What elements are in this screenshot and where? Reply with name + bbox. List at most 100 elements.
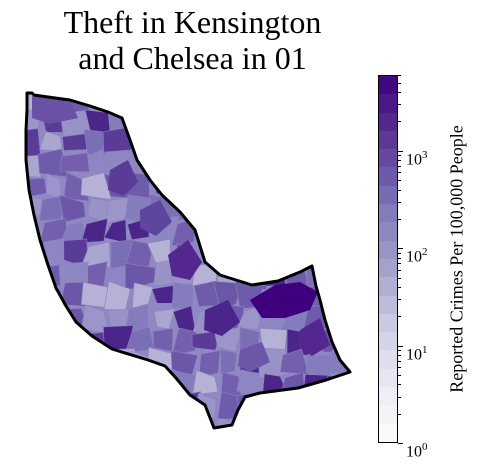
colorbar-minor-tick <box>398 360 401 362</box>
ward-cell <box>279 114 310 132</box>
ward-cell <box>146 414 173 428</box>
ward-cell <box>322 133 350 158</box>
ward-cell <box>193 93 223 114</box>
ward-cell <box>347 324 350 350</box>
ward-cell <box>214 127 239 153</box>
colorbar-major-tick <box>398 345 403 347</box>
colorbar-major-tick <box>398 443 403 444</box>
ward-cell <box>234 93 264 116</box>
ward-cell <box>63 377 87 394</box>
ward-cell <box>149 397 178 420</box>
ward-cell <box>322 391 350 420</box>
colorbar-band <box>379 332 397 351</box>
map-title: Theft in Kensington and Chelsea in 01 <box>0 4 385 76</box>
colorbar-band <box>379 295 397 314</box>
ward-cell <box>26 374 45 396</box>
ward-cell <box>125 373 158 401</box>
ward-cell <box>104 394 129 420</box>
colorbar-band <box>379 387 397 406</box>
ward-cell <box>125 396 155 417</box>
ward-cell <box>127 416 157 428</box>
choropleth-map <box>24 91 370 430</box>
ward-cell <box>171 414 201 428</box>
ward-cell <box>215 107 241 132</box>
colorbar-minor-tick <box>398 165 401 167</box>
ward-cell <box>283 193 309 222</box>
ward-cells <box>26 93 370 428</box>
ward-cell <box>328 222 350 240</box>
ward-cell-high <box>250 282 318 318</box>
ward-cell <box>236 192 261 224</box>
ward-cell <box>40 307 70 335</box>
colorbar-band <box>379 204 397 223</box>
ward-cell <box>279 413 309 428</box>
ward-cell <box>39 326 64 355</box>
ward-cell <box>302 412 329 428</box>
colorbar-tick-label-1e3: 103 <box>406 148 428 169</box>
ward-cell <box>303 126 328 154</box>
colorbar-band <box>379 222 397 241</box>
colorbar-tick-label-1e1: 101 <box>406 343 428 363</box>
ward-cell <box>26 267 40 284</box>
ward-cell <box>104 368 134 401</box>
ward-cell <box>352 237 370 265</box>
ward-cell <box>330 110 349 135</box>
ward-cell <box>328 417 350 428</box>
colorbar-major-tick <box>398 248 403 250</box>
ward-cell <box>216 196 244 225</box>
colorbar-band <box>379 185 397 205</box>
ward-cell <box>26 393 48 418</box>
ward-cell <box>236 174 267 197</box>
ward-cell <box>256 108 283 135</box>
ward-cell <box>324 238 350 269</box>
ward-cell-high <box>298 318 330 356</box>
ward-cell <box>36 376 70 400</box>
ward-cell <box>80 241 111 268</box>
colorbar-minor-tick <box>398 104 401 106</box>
ward-cell <box>286 133 304 154</box>
ward-cell <box>60 152 90 173</box>
ward-cell <box>325 280 350 312</box>
ward-cell <box>80 218 109 244</box>
colorbar-minor-tick <box>398 180 401 182</box>
ward-cell <box>197 419 218 428</box>
ward-cell <box>58 194 86 223</box>
ward-cell <box>305 193 333 217</box>
colorbar-tick-label-1e0: 100 <box>406 441 428 461</box>
colorbar-minor-tick <box>398 367 401 369</box>
ward-cell <box>170 132 199 151</box>
ward-cell <box>302 176 328 199</box>
ward-cell <box>103 348 136 378</box>
ward-cell <box>147 151 176 181</box>
colorbar-minor-tick <box>398 286 401 288</box>
ward-cell <box>192 369 219 396</box>
ward-cell <box>260 236 282 270</box>
ward-cell <box>62 331 84 356</box>
ward-cell <box>26 420 47 428</box>
ward-cell <box>305 149 333 178</box>
colorbar-minor-tick <box>398 396 401 398</box>
ward-cell <box>60 350 87 377</box>
ward-cell <box>103 93 129 115</box>
ward-cell <box>39 194 65 222</box>
ward-cell <box>300 391 333 421</box>
ward-cell <box>216 222 239 247</box>
ward-cell <box>279 172 310 202</box>
ward-cell-high <box>108 160 138 196</box>
ward-cell <box>152 129 176 154</box>
title-line-2: and Chelsea in 01 <box>78 40 307 76</box>
ward-cell <box>80 392 112 422</box>
ward-cell <box>346 281 350 312</box>
colorbar-band <box>379 130 397 150</box>
ward-cell <box>279 240 308 266</box>
ward-cell <box>153 106 173 133</box>
ward-cell <box>39 131 63 152</box>
ward-cell <box>349 264 350 287</box>
ward-cell <box>349 419 350 428</box>
colorbar-minor-tick <box>398 218 401 220</box>
title-line-1: Theft in Kensington <box>63 4 322 40</box>
ward-cell <box>26 325 42 354</box>
ward-cell <box>59 399 88 419</box>
ward-cell <box>261 200 289 226</box>
ward-cell <box>258 151 282 175</box>
